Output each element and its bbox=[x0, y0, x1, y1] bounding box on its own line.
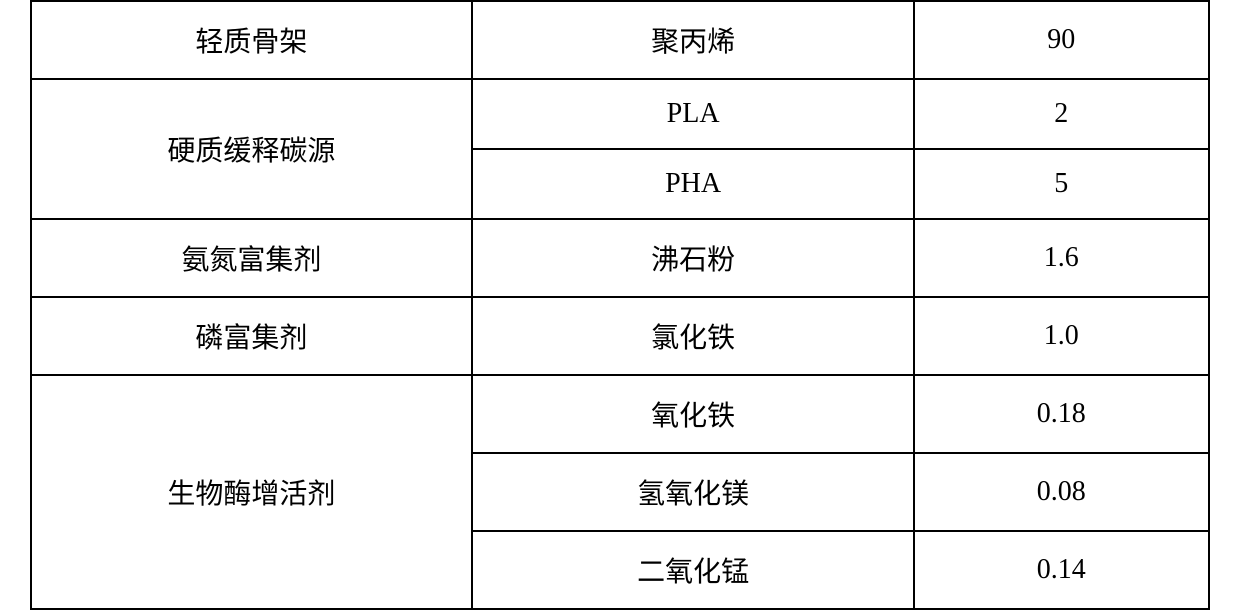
category-cell: 生物酶增活剂 bbox=[31, 375, 473, 609]
table-row: 生物酶增活剂 氧化铁 0.18 bbox=[31, 375, 1209, 453]
material-cell: PHA bbox=[472, 149, 914, 219]
category-cell: 磷富集剂 bbox=[31, 297, 473, 375]
material-cell: 氯化铁 bbox=[472, 297, 914, 375]
table-body: 轻质骨架 聚丙烯 90 硬质缓释碳源 PLA 2 PHA 5 氨氮富集剂 沸石粉… bbox=[31, 1, 1209, 609]
material-cell: 氧化铁 bbox=[472, 375, 914, 453]
value-cell: 0.14 bbox=[914, 531, 1209, 609]
category-cell: 氨氮富集剂 bbox=[31, 219, 473, 297]
material-cell: PLA bbox=[472, 79, 914, 149]
material-cell: 聚丙烯 bbox=[472, 1, 914, 79]
table-row: 硬质缓释碳源 PLA 2 bbox=[31, 79, 1209, 149]
value-cell: 0.08 bbox=[914, 453, 1209, 531]
materials-table: 轻质骨架 聚丙烯 90 硬质缓释碳源 PLA 2 PHA 5 氨氮富集剂 沸石粉… bbox=[30, 0, 1210, 610]
material-cell: 氢氧化镁 bbox=[472, 453, 914, 531]
material-cell: 沸石粉 bbox=[472, 219, 914, 297]
category-cell: 轻质骨架 bbox=[31, 1, 473, 79]
table-row: 磷富集剂 氯化铁 1.0 bbox=[31, 297, 1209, 375]
table-row: 轻质骨架 聚丙烯 90 bbox=[31, 1, 1209, 79]
material-cell: 二氧化锰 bbox=[472, 531, 914, 609]
value-cell: 2 bbox=[914, 79, 1209, 149]
value-cell: 1.6 bbox=[914, 219, 1209, 297]
table-container: 轻质骨架 聚丙烯 90 硬质缓释碳源 PLA 2 PHA 5 氨氮富集剂 沸石粉… bbox=[30, 0, 1210, 610]
value-cell: 5 bbox=[914, 149, 1209, 219]
value-cell: 90 bbox=[914, 1, 1209, 79]
table-row: 氨氮富集剂 沸石粉 1.6 bbox=[31, 219, 1209, 297]
value-cell: 1.0 bbox=[914, 297, 1209, 375]
category-cell: 硬质缓释碳源 bbox=[31, 79, 473, 219]
value-cell: 0.18 bbox=[914, 375, 1209, 453]
